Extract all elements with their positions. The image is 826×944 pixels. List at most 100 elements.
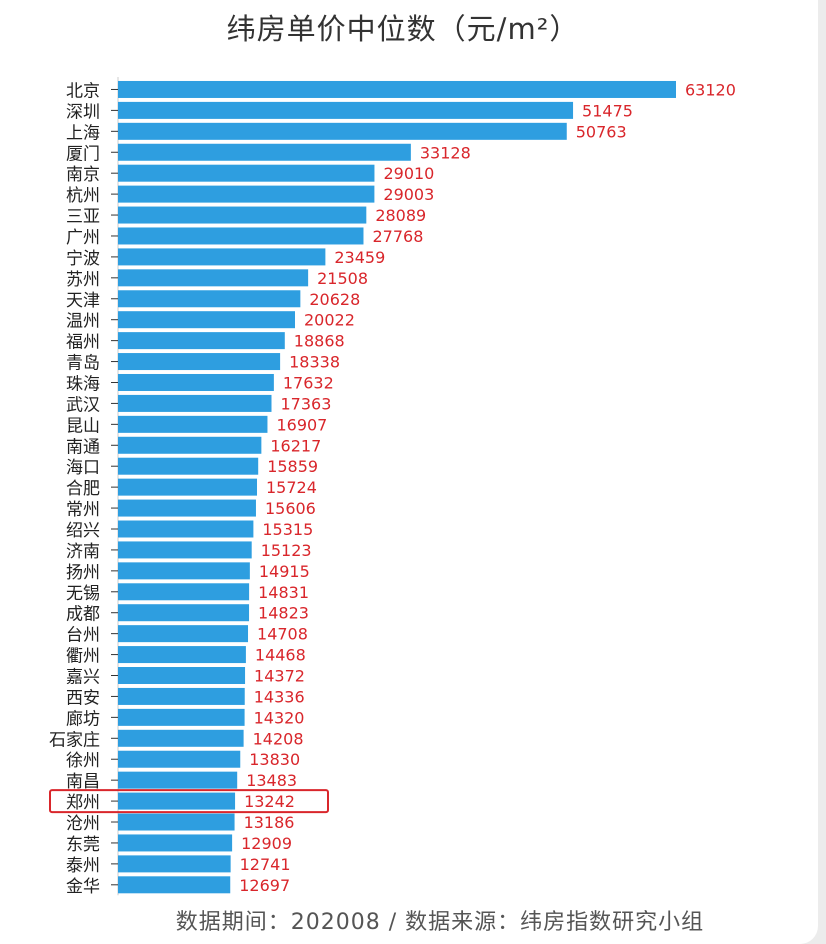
chart-title: 纬房单价中位数（元/m²）: [226, 12, 580, 46]
category-label: 宁波: [66, 249, 100, 269]
value-label: 18868: [294, 332, 345, 351]
category-label: 福州: [66, 333, 100, 353]
category-label: 北京: [66, 81, 100, 101]
bar: [118, 771, 238, 789]
category-label: 济南: [66, 542, 100, 562]
value-label: 23459: [334, 248, 385, 267]
value-label: 17632: [283, 373, 334, 392]
bar: [118, 478, 258, 496]
footer-source-note: 数据期间：202008 / 数据来源：纬房指数研究小组: [175, 910, 705, 935]
category-label: 成都: [66, 605, 100, 625]
value-label: 15123: [261, 541, 312, 560]
value-label: 14468: [255, 646, 306, 665]
category-label: 无锡: [66, 584, 100, 604]
value-label: 13186: [244, 813, 295, 832]
bar: [118, 227, 364, 245]
bar: [118, 583, 250, 601]
bar: [118, 436, 262, 454]
category-label: 苏州: [66, 270, 100, 290]
bar: [118, 499, 256, 517]
category-label: 杭州: [66, 186, 100, 206]
bar: [118, 80, 676, 98]
category-label: 广州: [66, 228, 100, 248]
bar: [118, 311, 296, 329]
value-label: 14372: [254, 667, 305, 686]
bar: [118, 290, 301, 308]
category-label: 沧州: [66, 814, 100, 834]
value-label: 20022: [304, 311, 355, 330]
bar: [118, 729, 244, 747]
category-label: 西安: [66, 688, 100, 708]
bar: [118, 604, 250, 622]
value-label: 14915: [259, 562, 310, 581]
bar: [118, 708, 245, 726]
bar: [118, 520, 254, 538]
category-label: 扬州: [66, 563, 100, 583]
bar: [118, 687, 245, 705]
value-label: 14708: [257, 625, 308, 644]
value-label: 33128: [420, 143, 471, 162]
category-label: 台州: [66, 626, 100, 646]
value-label: 27768: [372, 227, 423, 246]
category-label: 南通: [66, 437, 100, 457]
value-label: 14336: [254, 687, 305, 706]
category-label: 海口: [66, 458, 100, 478]
category-label: 南昌: [66, 772, 100, 792]
category-label: 厦门: [66, 144, 100, 164]
bar: [118, 625, 249, 643]
value-label: 50763: [576, 122, 627, 141]
category-label: 东莞: [66, 835, 100, 855]
category-label: 三亚: [66, 207, 100, 227]
bar: [118, 855, 231, 873]
category-label: 石家庄: [49, 730, 100, 750]
value-label: 29010: [383, 164, 434, 183]
category-label: 徐州: [66, 751, 100, 771]
value-label: 15859: [267, 457, 318, 476]
value-label: 28089: [375, 206, 426, 225]
category-label: 常州: [66, 500, 100, 520]
category-label: 昆山: [66, 416, 100, 436]
bar: [118, 394, 272, 412]
bar: [118, 457, 259, 475]
bar: [118, 373, 274, 391]
bar: [118, 332, 285, 350]
value-label: 12909: [241, 834, 292, 853]
value-label: 15724: [266, 478, 317, 497]
category-label: 衢州: [66, 646, 100, 667]
category-label: 天津: [66, 291, 100, 311]
category-label: 合肥: [66, 479, 100, 499]
bar: [118, 562, 250, 580]
value-label: 20628: [309, 290, 360, 309]
bar: [118, 143, 411, 161]
value-label: 21508: [317, 269, 368, 288]
bar: [118, 206, 367, 224]
bar: [118, 415, 268, 433]
bar: [118, 541, 252, 559]
bar: [118, 101, 574, 119]
value-label: 12697: [239, 876, 290, 895]
value-label: 18338: [289, 353, 340, 372]
value-label: 13830: [249, 750, 300, 769]
bar: [118, 813, 235, 831]
bar: [118, 269, 309, 287]
bar: [118, 667, 246, 685]
category-label: 绍兴: [66, 521, 100, 541]
bar: [118, 876, 231, 894]
value-label: 51475: [582, 101, 633, 120]
bar: [118, 646, 246, 664]
category-label: 武汉: [66, 395, 100, 415]
value-label: 15606: [265, 499, 316, 518]
value-label: 17363: [280, 394, 331, 413]
category-label: 南京: [66, 165, 100, 185]
value-label: 13242: [244, 792, 295, 811]
bar: [118, 353, 281, 371]
category-label: 郑州: [66, 793, 100, 813]
category-label: 深圳: [66, 102, 100, 122]
category-label: 青岛: [66, 354, 100, 374]
bar: [118, 834, 233, 852]
category-label: 嘉兴: [66, 668, 100, 688]
value-label: 14320: [254, 708, 305, 727]
value-label: 29003: [383, 185, 434, 204]
bar: [118, 185, 375, 203]
